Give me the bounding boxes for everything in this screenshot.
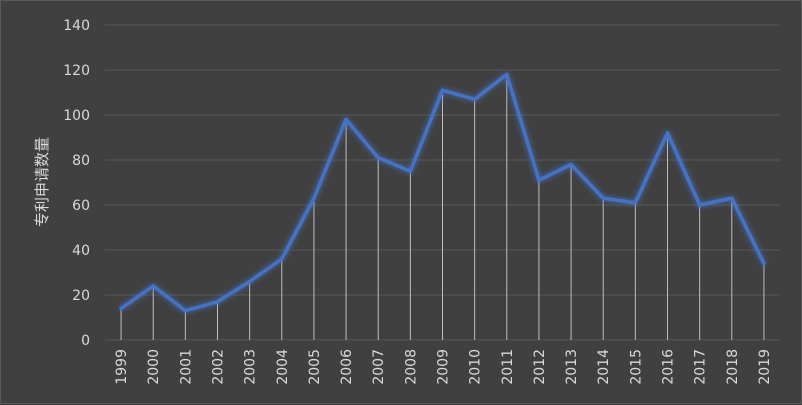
x-tick-label: 2015	[628, 349, 644, 385]
x-tick-label: 2002	[211, 349, 227, 385]
data-point-2000	[151, 284, 156, 288]
drop-lines	[120, 74, 765, 340]
x-tick-label: 2000	[146, 349, 162, 385]
y-tick-label: 120	[63, 63, 90, 79]
x-tick-label: 2019	[757, 349, 773, 385]
data-point-2012	[537, 178, 541, 183]
y-axis-ticks: 0 20 40 60 80 100 120 140	[63, 18, 90, 349]
x-tick-label: 2009	[436, 349, 452, 385]
x-tick-label: 2008	[403, 349, 419, 385]
data-point-2017	[697, 203, 702, 207]
x-tick-label: 2001	[178, 349, 194, 385]
data-point-2005	[312, 196, 316, 201]
data-point-2009	[440, 88, 445, 93]
data-point-2007	[376, 155, 381, 160]
y-tick-label: 60	[72, 198, 90, 214]
x-tick-label: 2011	[500, 349, 516, 385]
x-tick-label: 2010	[468, 349, 484, 385]
data-point-2002	[215, 299, 220, 304]
x-tick-label: 2013	[564, 349, 580, 385]
x-tick-label: 2005	[307, 349, 323, 385]
y-axis-title: 专利申请数量	[33, 137, 51, 227]
x-axis-ticks: 1999 2000 2001 2002 2003 2004 2005 2006 2007 2008…	[114, 349, 773, 385]
x-tick-label: 2018	[725, 349, 741, 385]
x-tick-label: 2014	[596, 349, 612, 385]
y-tick-label: 40	[72, 243, 90, 259]
data-point-2014	[601, 196, 606, 201]
y-tick-label: 140	[63, 18, 90, 34]
x-tick-label: 2003	[243, 349, 259, 385]
series-layer	[119, 72, 766, 313]
data-point-2016	[665, 131, 670, 135]
data-point-2010	[472, 97, 477, 102]
data-point-2003	[247, 279, 252, 284]
x-tick-label: 2007	[371, 349, 387, 385]
y-tick-label: 0	[81, 333, 90, 349]
data-point-2011	[504, 72, 509, 77]
y-tick-label: 80	[72, 153, 90, 169]
y-tick-label: 20	[72, 288, 90, 304]
x-tick-label: 2016	[661, 349, 677, 385]
x-tick-label: 2004	[275, 349, 291, 385]
data-point-2018	[729, 196, 734, 201]
data-point-2001	[183, 308, 188, 313]
data-point-2013	[569, 162, 573, 167]
data-point-2004	[279, 257, 284, 261]
data-point-2015	[633, 200, 638, 205]
data-point-1999	[119, 306, 123, 311]
x-tick-label: 2012	[532, 349, 548, 385]
data-point-2008	[408, 169, 413, 174]
y-tick-label: 100	[63, 108, 90, 124]
x-tick-label: 2017	[693, 349, 709, 385]
data-point-2006	[344, 117, 348, 122]
x-tick-label: 1999	[114, 349, 130, 385]
data-point-2019	[762, 261, 766, 266]
x-tick-label: 2006	[339, 349, 355, 385]
